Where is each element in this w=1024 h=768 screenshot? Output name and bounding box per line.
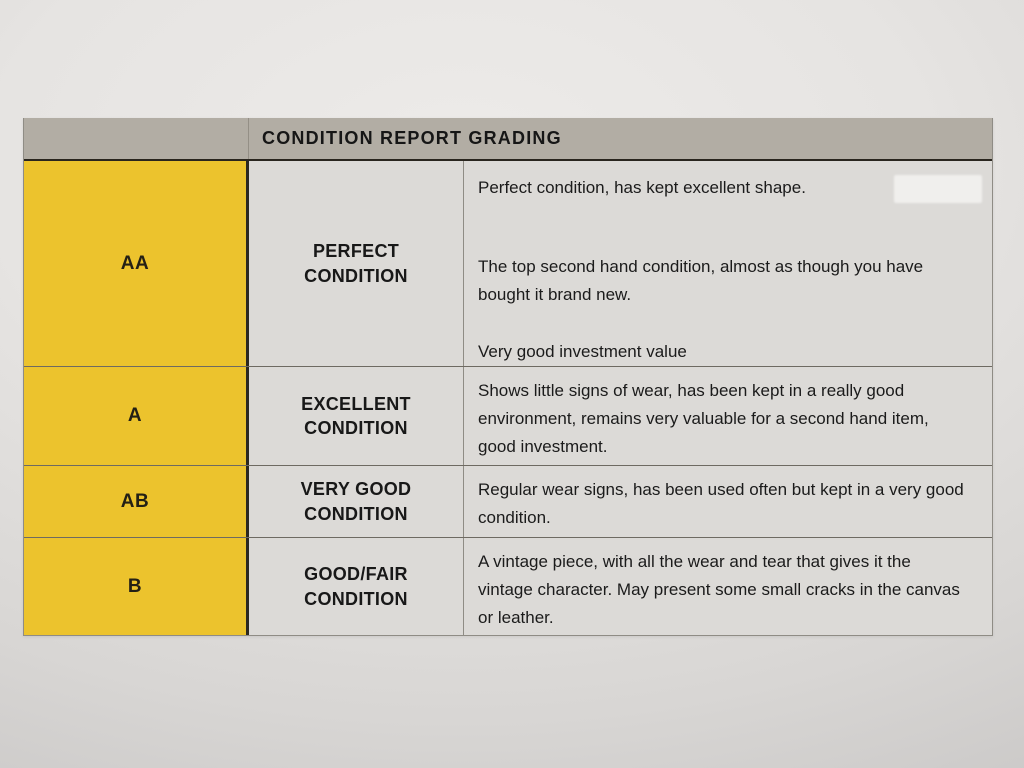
grade-description-cell-ab: Regular wear signs, has been used often …: [464, 466, 992, 537]
description-paragraph: Very good investment value: [478, 342, 687, 361]
grade-code-cell-ab: AB: [24, 466, 249, 537]
grade-description-cell-a: Shows little signs of wear, has been kep…: [464, 367, 992, 465]
grade-label-cell-a: EXCELLENT CONDITION: [249, 367, 464, 465]
table-row-aa: AA PERFECT CONDITION Perfect condition, …: [24, 161, 992, 367]
whiteout-patch: [894, 175, 982, 203]
grade-code: AA: [120, 252, 150, 274]
grade-code-cell-a: A: [24, 367, 249, 465]
description-paragraph: Regular wear signs, has been used often …: [478, 480, 964, 527]
grade-label-cell-ab: VERY GOOD CONDITION: [249, 466, 464, 537]
grade-code-cell-b: B: [24, 538, 249, 635]
description-paragraph: A vintage piece, with all the wear and t…: [478, 552, 960, 627]
description-paragraph: Shows little signs of wear, has been kep…: [478, 381, 929, 456]
condition-grading-table: CONDITION REPORT GRADING AA PERFECT COND…: [23, 118, 993, 636]
table-row-ab: AB VERY GOOD CONDITION Regular wear sign…: [24, 466, 992, 538]
table-row-a: A EXCELLENT CONDITION Shows little signs…: [24, 367, 992, 466]
grade-description-cell-b: A vintage piece, with all the wear and t…: [464, 538, 992, 635]
description-paragraph: Perfect condition, has kept excellent sh…: [478, 178, 806, 197]
grade-code: B: [127, 575, 143, 597]
grade-code: AB: [120, 490, 150, 512]
grade-description-cell-aa: Perfect condition, has kept excellent sh…: [464, 161, 992, 366]
grade-code-cell-aa: AA: [24, 161, 249, 366]
table-title: CONDITION REPORT GRADING: [262, 128, 562, 148]
grade-code: A: [127, 405, 143, 426]
grade-label-cell-b: GOOD/FAIR CONDITION: [249, 538, 464, 635]
header-grade-column-spacer: [24, 118, 249, 159]
grade-label-cell-aa: PERFECT CONDITION: [249, 161, 464, 366]
table-header-row: CONDITION REPORT GRADING: [24, 118, 992, 161]
table-row-b: B GOOD/FAIR CONDITION A vintage piece, w…: [24, 538, 992, 635]
description-paragraph: The top second hand condition, almost as…: [478, 257, 924, 304]
